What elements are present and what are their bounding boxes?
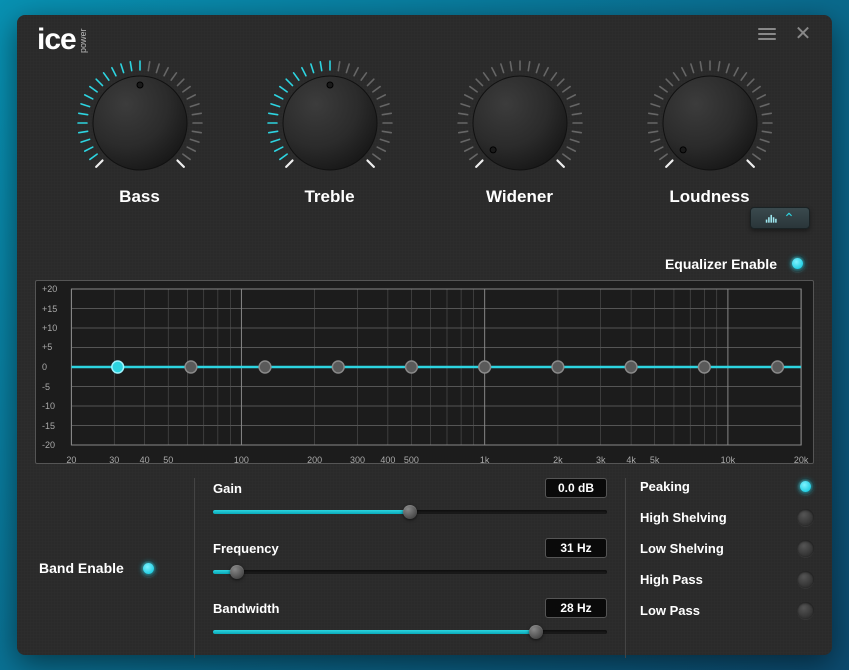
filter-label: High Pass xyxy=(640,572,703,587)
knob-label: Treble xyxy=(304,187,354,207)
knob-group-treble: Treble xyxy=(255,51,405,207)
slider-value[interactable]: 28 Hz xyxy=(545,598,607,618)
slider-thumb[interactable] xyxy=(403,505,417,519)
menu-icon[interactable] xyxy=(758,25,776,43)
x-axis-label: 4k xyxy=(626,455,636,465)
knob-label: Widener xyxy=(486,187,553,207)
band-enable-toggle[interactable] xyxy=(140,560,157,577)
slider-value[interactable]: 31 Hz xyxy=(545,538,607,558)
filter-peaking: Peaking xyxy=(640,478,814,495)
filter-label: Peaking xyxy=(640,479,690,494)
knob-widener[interactable] xyxy=(450,51,590,181)
slider-track-gain[interactable] xyxy=(213,506,607,518)
filter-label: Low Pass xyxy=(640,603,700,618)
knob-treble[interactable] xyxy=(260,51,400,181)
knob-loudness[interactable] xyxy=(640,51,780,181)
x-axis-label: 40 xyxy=(140,455,150,465)
header: ice power ✕ xyxy=(37,25,812,55)
x-axis-label: 50 xyxy=(163,455,173,465)
slider-bandwidth: Bandwidth 28 Hz xyxy=(213,598,607,638)
eq-band-node[interactable] xyxy=(552,361,564,373)
x-axis-label: 20k xyxy=(794,455,809,465)
knob-group-loudness: Loudness xyxy=(635,51,785,207)
eq-band-node[interactable] xyxy=(772,361,784,373)
equalizer-graph[interactable]: +20+15+10+50-5-10-15-2020304050100200300… xyxy=(35,280,814,464)
audio-control-panel: ice power ✕ BassTrebleWidenerLoudness ⌃ … xyxy=(17,15,832,655)
x-axis-label: 20 xyxy=(66,455,76,465)
x-axis-label: 30 xyxy=(109,455,119,465)
slider-label: Bandwidth xyxy=(213,601,279,616)
slider-label: Frequency xyxy=(213,541,279,556)
x-axis-label: 500 xyxy=(404,455,419,465)
filter-low-shelving: Low Shelving xyxy=(640,540,814,557)
filter-low-pass: Low Pass xyxy=(640,602,814,619)
filter-radio[interactable] xyxy=(797,602,814,619)
knob-label: Loudness xyxy=(669,187,749,207)
knob-bass[interactable] xyxy=(70,51,210,181)
eq-band-node[interactable] xyxy=(332,361,344,373)
collapse-button[interactable]: ⌃ xyxy=(750,207,810,229)
close-icon[interactable]: ✕ xyxy=(794,25,812,43)
slider-frequency: Frequency 31 Hz xyxy=(213,538,607,578)
band-enable-label: Band Enable xyxy=(39,560,124,576)
filter-radio[interactable] xyxy=(797,540,814,557)
filter-radio[interactable] xyxy=(797,509,814,526)
slider-thumb[interactable] xyxy=(230,565,244,579)
slider-track-bandwidth[interactable] xyxy=(213,626,607,638)
knob-label: Bass xyxy=(119,187,160,207)
x-axis-label: 400 xyxy=(380,455,395,465)
filter-high-shelving: High Shelving xyxy=(640,509,814,526)
eq-band-node[interactable] xyxy=(698,361,710,373)
x-axis-label: 100 xyxy=(234,455,249,465)
x-axis-label: 2k xyxy=(553,455,563,465)
slider-gain: Gain 0.0 dB xyxy=(213,478,607,518)
chevron-up-icon: ⌃ xyxy=(783,210,795,227)
filter-label: High Shelving xyxy=(640,510,727,525)
slider-thumb[interactable] xyxy=(529,625,543,639)
x-axis-label: 1k xyxy=(480,455,490,465)
x-axis-label: 10k xyxy=(721,455,736,465)
filter-radio[interactable] xyxy=(797,478,814,495)
filter-label: Low Shelving xyxy=(640,541,724,556)
eq-band-node[interactable] xyxy=(479,361,491,373)
slider-value[interactable]: 0.0 dB xyxy=(545,478,607,498)
eq-band-node[interactable] xyxy=(112,361,124,373)
eq-band-node[interactable] xyxy=(406,361,418,373)
equalizer-enable-toggle[interactable] xyxy=(789,255,806,272)
eq-band-node[interactable] xyxy=(185,361,197,373)
filter-high-pass: High Pass xyxy=(640,571,814,588)
x-axis-label: 3k xyxy=(596,455,606,465)
logo: ice power xyxy=(37,25,100,55)
slider-label: Gain xyxy=(213,481,242,496)
knob-group-widener: Widener xyxy=(445,51,595,207)
logo-text: ice xyxy=(37,25,76,55)
x-axis-label: 300 xyxy=(350,455,365,465)
x-axis-label: 200 xyxy=(307,455,322,465)
eq-band-node[interactable] xyxy=(625,361,637,373)
logo-subtext: power xyxy=(78,28,88,53)
knob-group-bass: Bass xyxy=(65,51,215,207)
filter-radio[interactable] xyxy=(797,571,814,588)
eq-band-node[interactable] xyxy=(259,361,271,373)
x-axis-label: 5k xyxy=(650,455,660,465)
slider-track-frequency[interactable] xyxy=(213,566,607,578)
equalizer-enable-label: Equalizer Enable xyxy=(665,256,777,272)
